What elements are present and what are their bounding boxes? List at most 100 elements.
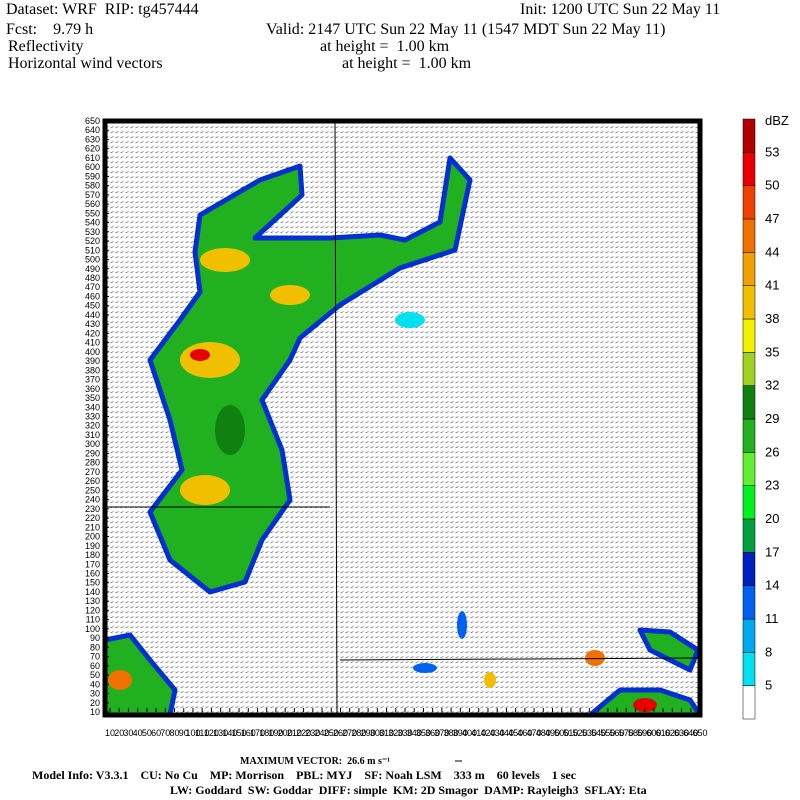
colorbar-label: 8 bbox=[765, 644, 772, 659]
colorbar-label: 14 bbox=[765, 578, 779, 593]
x-tick-label: 160 bbox=[241, 728, 256, 738]
x-tick-label: 230 bbox=[305, 728, 320, 738]
x-tick-label: 550 bbox=[600, 728, 615, 738]
dataset: Dataset: WRF RIP: tg457444 bbox=[6, 1, 199, 18]
y-tick-label: 110 bbox=[86, 615, 100, 625]
colorbar-box bbox=[742, 652, 756, 686]
y-tick-label: 40 bbox=[90, 679, 100, 689]
x-tick-label: 240 bbox=[315, 728, 330, 738]
x-tick-label: 390 bbox=[453, 728, 468, 738]
colorbar-label: 38 bbox=[765, 311, 779, 326]
x-tick-label: 600 bbox=[646, 728, 661, 738]
y-tick-label: 80 bbox=[90, 642, 100, 652]
x-tick-label: 150 bbox=[232, 728, 247, 738]
y-tick-label: 180 bbox=[85, 550, 100, 560]
x-tick-label: 70 bbox=[160, 728, 170, 738]
y-tick-label: 490 bbox=[85, 264, 100, 274]
y-tick-label: 260 bbox=[85, 476, 100, 486]
x-tick-label: 30 bbox=[123, 728, 133, 738]
y-tick-label: 210 bbox=[85, 522, 100, 532]
y-tick-label: 220 bbox=[85, 513, 100, 523]
x-tick-label: 450 bbox=[508, 728, 523, 738]
colorbar-box bbox=[742, 152, 756, 186]
x-tick-label: 460 bbox=[517, 728, 532, 738]
colorbar-box bbox=[742, 518, 756, 553]
x-tick-label: 420 bbox=[480, 728, 495, 738]
y-tick-label: 540 bbox=[85, 218, 100, 228]
x-tick-label: 540 bbox=[591, 728, 606, 738]
valid: Valid: 2147 UTC Sun 22 May 11 (1547 MDT … bbox=[266, 21, 665, 38]
colorbar-label: 44 bbox=[765, 244, 779, 259]
y-tick-label: 240 bbox=[85, 495, 100, 505]
field1: Reflectivity bbox=[8, 38, 84, 55]
y-tick-label: 360 bbox=[85, 384, 100, 394]
colorbar-label: 23 bbox=[765, 478, 779, 493]
colorbar-box bbox=[742, 618, 756, 653]
x-tick-label: 530 bbox=[582, 728, 597, 738]
x-tick-label: 300 bbox=[370, 728, 385, 738]
colorbar-box bbox=[742, 185, 756, 220]
colorbar-label: 11 bbox=[765, 611, 779, 626]
x-tick-label: 380 bbox=[444, 728, 459, 738]
x-tick-label: 620 bbox=[665, 728, 680, 738]
y-tick-label: 250 bbox=[85, 485, 100, 495]
map-plot bbox=[102, 118, 703, 718]
y-tick-label: 200 bbox=[85, 532, 100, 542]
x-tick-label: 400 bbox=[462, 728, 477, 738]
x-tick-label: 610 bbox=[656, 728, 671, 738]
y-tick-label: 120 bbox=[85, 605, 100, 615]
y-tick-label: 620 bbox=[85, 144, 100, 154]
y-tick-label: 510 bbox=[85, 245, 100, 255]
x-tick-label: 270 bbox=[342, 728, 357, 738]
field2-height: at height = 1.00 km bbox=[342, 55, 472, 72]
x-tick-label: 80 bbox=[170, 728, 180, 738]
colorbar-box bbox=[742, 218, 756, 253]
y-tick-label: 280 bbox=[85, 458, 100, 468]
x-tick-label: 260 bbox=[333, 728, 348, 738]
plot-frame bbox=[102, 118, 703, 718]
y-tick-label: 160 bbox=[85, 568, 100, 578]
y-tick-label: 370 bbox=[85, 375, 100, 385]
x-tick-label: 480 bbox=[536, 728, 551, 738]
colorbar-unit: dBZ bbox=[765, 113, 789, 128]
colorbar-label: 20 bbox=[765, 511, 779, 526]
x-tick-label: 630 bbox=[674, 728, 689, 738]
y-tick-label: 130 bbox=[85, 596, 100, 606]
colorbar-box bbox=[742, 252, 756, 286]
y-tick-label: 590 bbox=[85, 171, 100, 181]
x-tick-label: 210 bbox=[287, 728, 302, 738]
y-tick-label: 100 bbox=[85, 624, 100, 634]
y-tick-label: 570 bbox=[85, 190, 100, 200]
colorbar-label: 29 bbox=[765, 411, 779, 426]
x-tick-label: 190 bbox=[268, 728, 283, 738]
x-tick-label: 120 bbox=[204, 728, 219, 738]
y-tick-label: 10 bbox=[90, 707, 100, 717]
field1-height: at height = 1.00 km bbox=[320, 38, 450, 55]
x-tick-label: 440 bbox=[499, 728, 514, 738]
x-tick-label: 110 bbox=[195, 728, 209, 738]
x-tick-label: 250 bbox=[324, 728, 339, 738]
x-tick-label: 510 bbox=[563, 728, 578, 738]
x-tick-label: 490 bbox=[545, 728, 560, 738]
colorbar-label: 17 bbox=[765, 544, 779, 559]
x-tick-label: 650 bbox=[692, 728, 707, 738]
colorbar-box bbox=[742, 452, 756, 486]
x-tick-label: 350 bbox=[416, 728, 431, 738]
y-tick-label: 480 bbox=[85, 273, 100, 283]
y-tick-label: 420 bbox=[85, 328, 100, 338]
y-tick-label: 270 bbox=[85, 467, 100, 477]
colorbar-label: 26 bbox=[765, 444, 779, 459]
model-info: Model Info: V3.3.1 CU: No Cu MP: Morriso… bbox=[32, 768, 577, 782]
y-tick-label: 300 bbox=[85, 439, 100, 449]
x-tick-label: 20 bbox=[114, 728, 124, 738]
x-tick-label: 100 bbox=[185, 728, 200, 738]
y-tick-label: 330 bbox=[85, 412, 100, 422]
x-tick-label: 580 bbox=[628, 728, 643, 738]
y-tick-label: 470 bbox=[85, 282, 100, 292]
colorbar-box bbox=[742, 285, 756, 320]
y-tick-label: 550 bbox=[85, 208, 100, 218]
y-tick-label: 140 bbox=[85, 587, 100, 597]
y-tick-label: 190 bbox=[85, 541, 100, 551]
y-tick-label: 450 bbox=[85, 301, 100, 311]
